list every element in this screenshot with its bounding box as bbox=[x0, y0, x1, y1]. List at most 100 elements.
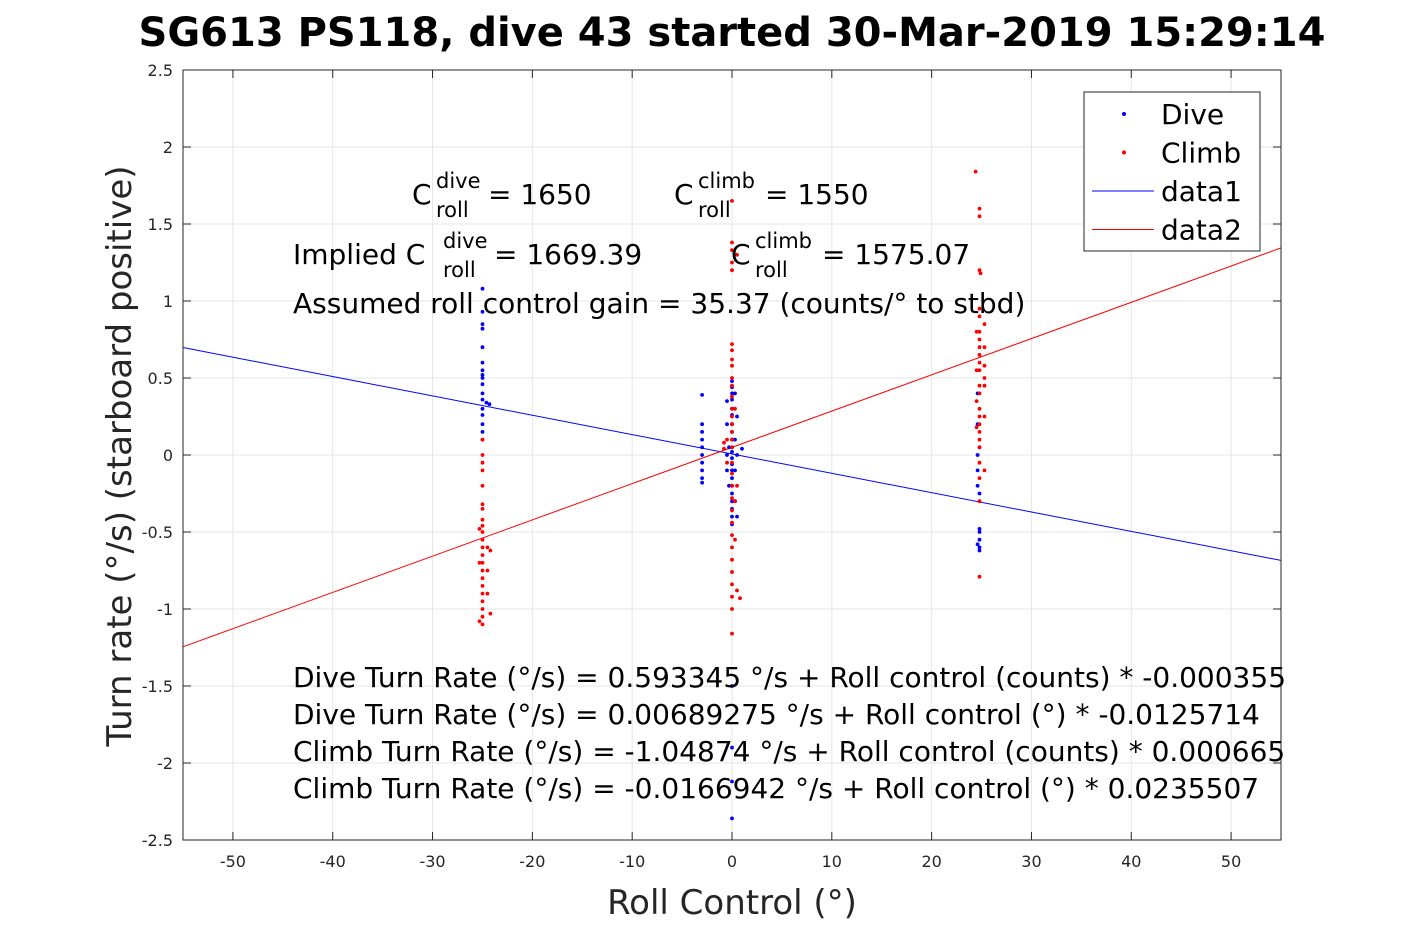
data-point bbox=[480, 368, 485, 373]
x-tick-label: -50 bbox=[220, 852, 246, 871]
data-point bbox=[488, 611, 493, 616]
data-point bbox=[480, 376, 485, 380]
data-point bbox=[480, 453, 485, 457]
legend-entry-data2: data2 bbox=[1092, 214, 1242, 247]
data-point bbox=[982, 468, 987, 473]
y-tick-label: 0 bbox=[163, 446, 173, 465]
data-point bbox=[730, 437, 734, 442]
data-point bbox=[730, 391, 734, 396]
x-tick-label: -40 bbox=[320, 852, 346, 871]
implied-climb-label: C bbox=[731, 238, 751, 271]
data-point bbox=[725, 460, 729, 465]
data-point bbox=[480, 373, 485, 377]
c-climb-label: C bbox=[674, 178, 694, 211]
data-point bbox=[730, 533, 734, 537]
y-tick-label: 1 bbox=[163, 292, 173, 311]
data-point bbox=[730, 684, 734, 688]
data-point bbox=[480, 413, 485, 417]
data-point bbox=[488, 548, 493, 553]
data-point bbox=[477, 619, 482, 624]
data-point bbox=[730, 450, 734, 454]
data-point bbox=[700, 430, 704, 434]
data-point bbox=[480, 568, 485, 573]
data-point bbox=[725, 437, 729, 442]
data-point bbox=[477, 560, 482, 565]
data-point bbox=[733, 391, 737, 396]
data-point bbox=[480, 422, 485, 427]
data-point bbox=[480, 599, 485, 604]
c-climb-sup: climb bbox=[698, 169, 755, 193]
y-tick-label: 0.5 bbox=[148, 369, 173, 388]
data-point bbox=[480, 326, 485, 331]
data-point bbox=[740, 446, 744, 451]
data-point bbox=[700, 476, 704, 480]
data-point bbox=[978, 271, 983, 276]
x-tick-label: 40 bbox=[1121, 852, 1141, 871]
y-tick-label: -2 bbox=[157, 754, 173, 773]
implied-dive-sup: dive bbox=[443, 229, 488, 253]
data-point bbox=[982, 383, 987, 388]
data-point bbox=[480, 584, 485, 588]
data-point bbox=[974, 425, 979, 430]
legend-label: data1 bbox=[1161, 175, 1242, 208]
data-point bbox=[485, 568, 490, 573]
data-point bbox=[700, 437, 704, 442]
implied-climb-value: = 1575.07 bbox=[822, 238, 970, 271]
data-point bbox=[484, 400, 489, 405]
data-point bbox=[977, 360, 982, 365]
data-point bbox=[974, 399, 979, 403]
data-point bbox=[735, 514, 739, 519]
data-point bbox=[730, 545, 734, 550]
data-point bbox=[730, 491, 734, 496]
data-point bbox=[975, 468, 980, 473]
data-point bbox=[480, 345, 485, 350]
data-point bbox=[977, 437, 982, 442]
data-point bbox=[977, 537, 982, 542]
legend-entry-climb: Climb bbox=[1122, 137, 1241, 170]
data-point bbox=[727, 483, 731, 488]
data-point bbox=[480, 517, 485, 522]
y-tick-label: 2.5 bbox=[148, 61, 173, 80]
annotation-c-dive: C dive roll = 1650 bbox=[412, 169, 592, 222]
y-axis-label: Turn rate (°/s) (starboard positive) bbox=[100, 165, 140, 747]
data-point bbox=[480, 537, 485, 542]
data-point bbox=[977, 306, 982, 311]
data-point bbox=[480, 286, 485, 291]
legend-marker bbox=[1122, 150, 1126, 155]
data-point bbox=[725, 422, 729, 427]
data-point bbox=[480, 507, 485, 511]
data-point bbox=[730, 468, 734, 473]
data-point bbox=[977, 337, 982, 342]
data-point bbox=[480, 622, 485, 627]
data-point bbox=[977, 345, 982, 350]
data-point bbox=[977, 491, 982, 496]
data-point bbox=[977, 460, 982, 465]
data-point bbox=[730, 594, 734, 599]
data-point bbox=[982, 345, 987, 350]
c-dive-label: C bbox=[412, 178, 432, 211]
data-point bbox=[480, 360, 485, 365]
data-point bbox=[480, 406, 485, 411]
annotation-c-climb: C climb roll = 1550 bbox=[674, 169, 869, 222]
data-point bbox=[480, 576, 485, 581]
data-point bbox=[730, 397, 734, 402]
data-point bbox=[700, 460, 704, 465]
legend-box bbox=[1083, 91, 1261, 252]
data-point bbox=[977, 445, 982, 450]
data-point bbox=[730, 422, 734, 427]
data-point bbox=[730, 406, 734, 411]
c-dive-value: = 1650 bbox=[488, 178, 592, 211]
plot-frame bbox=[182, 69, 1282, 841]
data-point bbox=[730, 248, 734, 253]
data-point bbox=[730, 430, 734, 434]
data-point bbox=[730, 456, 734, 460]
data-point bbox=[977, 548, 982, 553]
data-point bbox=[973, 169, 978, 174]
data-point bbox=[730, 383, 734, 388]
legend: Dive Climb data1 data2 bbox=[1083, 91, 1261, 252]
data-point bbox=[722, 440, 726, 445]
data-point bbox=[977, 476, 982, 480]
data-point bbox=[480, 553, 485, 557]
data-point bbox=[730, 394, 734, 399]
